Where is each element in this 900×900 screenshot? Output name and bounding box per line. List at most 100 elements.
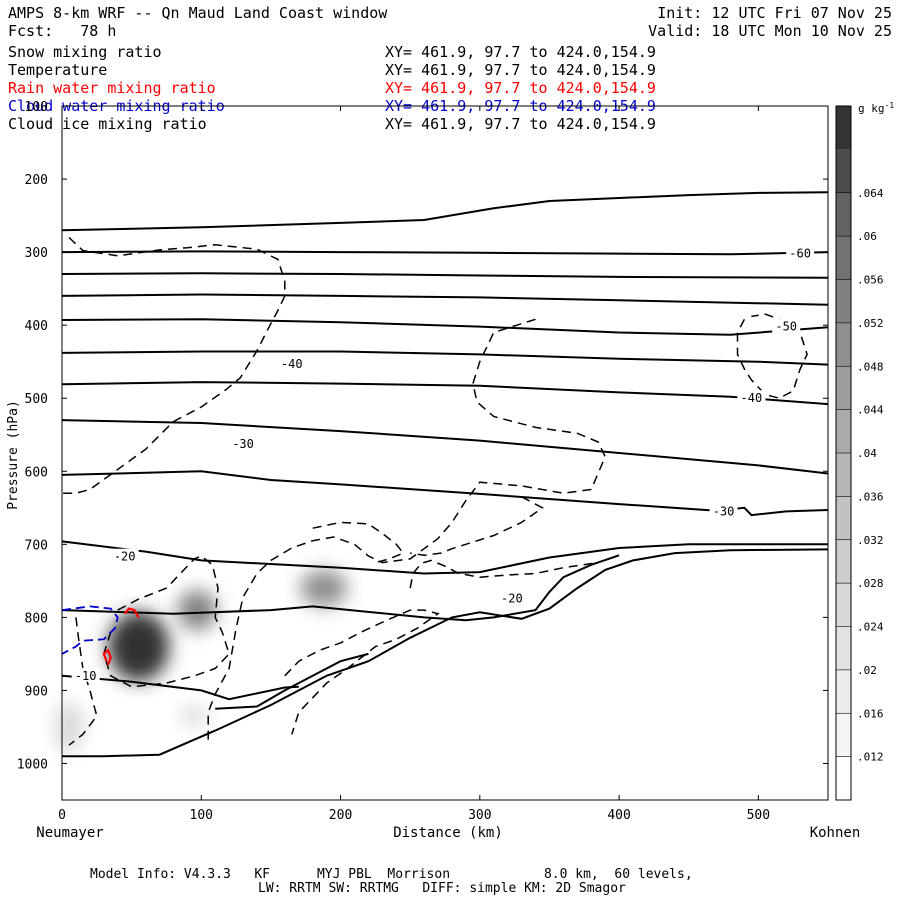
isotherm-6 [61,381,829,406]
cloud-ice-contour-5 [284,609,440,735]
isotherm-0 [61,191,829,232]
isotherm-label: -40 [281,357,303,371]
colorbar-swatch [836,713,851,757]
snow-shading-layer [55,569,348,753]
colorbar-label: .024 [857,621,884,634]
x-axis-label: Distance (km) [393,825,503,841]
footer-model-info: Model Info: V4.3.3 KF MYJ PBL Morrison 8… [90,867,693,882]
y-tick-label: 300 [25,246,48,261]
isotherm-labels: -60 -50 -40 -40 -30 -30 -20 -20 -10 [71,245,815,683]
y-axis-label: Pressure (hPa) [6,400,21,510]
x-axis: 0 100 200 300 400 500 [58,106,770,823]
cloud-ice-contour-0 [62,236,286,494]
isotherm-9 [61,540,828,575]
rain-contour-0 [123,607,140,618]
isotherm-label-bg [709,503,738,518]
x-tick-label: 0 [58,808,66,823]
colorbar-swatch [836,409,851,453]
isotherm-12 [215,652,369,710]
isotherm-label-bg [110,548,139,563]
cloud-water-layer [61,605,119,655]
isotherm-label: -10 [75,669,97,683]
isotherm-4 [61,318,829,336]
isotherm-label-bg [71,667,100,682]
colorbar-label: .016 [857,707,884,720]
isotherm-layer [61,191,829,710]
isotherm-label: -30 [232,437,254,451]
isotherm-label: -50 [775,320,797,334]
colorbar-label: .032 [857,534,884,547]
isotherm-7 [61,419,829,475]
colorbar-label: .012 [857,751,884,764]
forecast-hour: Fcst: 78 h [8,22,117,40]
isotherm-label: -20 [501,591,523,605]
y-tick-label: 800 [25,611,48,626]
colorbar-label: .06 [857,230,877,243]
colorbar-swatch [836,626,851,670]
isotherm-label-bg [737,390,766,405]
x-tick-label: 100 [190,808,213,823]
left-endpoint-label: Neumayer [36,825,103,841]
isotherm-10 [61,554,620,622]
colorbar-swatch [836,496,851,540]
field-label-temperature: Temperature [8,61,108,79]
cloud-ice-contour-8 [312,521,405,564]
colorbar-swatch [836,149,851,193]
y-axis: 100 200 300 400 500 600 700 800 900 1000 [17,100,828,772]
field-label-cloud-ice: Cloud ice mixing ratio [8,115,207,133]
colorbar-swatch [836,322,851,367]
field-label-snow: Snow mixing ratio [8,43,162,61]
snow-shade-2 [300,569,348,607]
chart-title: AMPS 8-km WRF -- Qn Maud Land Coast wind… [8,4,388,22]
y-tick-label: 200 [25,173,48,188]
y-tick-label: 400 [25,319,48,334]
isotherm-label-bg [497,590,526,605]
isotherm-label-bg [772,318,801,333]
colorbar-swatch [836,583,851,627]
footer-physics-info: LW: RRTM SW: RRTMG DIFF: simple KM: 2D S… [258,881,626,896]
x-tick-label: 400 [607,808,630,823]
field-xy-rain: XY= 461.9, 97.7 to 424.0,154.9 [385,79,656,97]
colorbar-label: .036 [857,490,884,503]
y-tick-label: 1000 [17,757,48,772]
y-tick-label: 600 [25,465,48,480]
colorbar-swatch [836,192,851,237]
colorbar-label: .04 [857,447,877,460]
rain-contour-1 [102,648,112,666]
isotherm-label: -30 [713,504,735,518]
cloud-ice-contour-3 [68,617,98,746]
terrain-layer [62,548,829,758]
init-time: Init: 12 UTC Fri 07 Nov 25 [657,4,892,22]
colorbar-label: .052 [857,317,884,330]
x-tick-label: 500 [747,808,770,823]
snow-shade-1 [177,589,217,631]
colorbar-swatch [836,756,851,800]
y-tick-label: 100 [25,100,48,115]
field-label-rain: Rain water mixing ratio [8,79,216,97]
colorbar-unit: g kg-1 [858,101,894,115]
field-xy-snow: XY= 461.9, 97.7 to 424.0,154.9 [385,43,656,61]
cloud-ice-contour-2 [736,313,808,399]
colorbar-label: .044 [857,404,884,417]
cloud-water-contour-0 [61,605,119,655]
isotherm-label: -60 [789,247,811,261]
y-tick-label: 500 [25,392,48,407]
valid-time: Valid: 18 UTC Mon 10 Nov 25 [648,22,892,40]
colorbar-label: .056 [857,274,884,287]
rain-layer [102,607,140,666]
field-xy-temperature: XY= 461.9, 97.7 to 424.0,154.9 [385,61,656,79]
isotherm-label-bg [229,436,258,451]
isotherm-5 [61,350,829,366]
colorbar-label: .028 [857,577,884,590]
isotherm-label: -20 [114,550,136,564]
x-tick-label: 200 [329,808,352,823]
colorbar-swatch [836,366,851,410]
snow-shade-4 [180,706,209,726]
colorbar-label: .048 [857,360,884,373]
isotherm-3 [61,293,829,306]
isotherm-label-bg [277,355,306,370]
field-xy-cloud-ice: XY= 461.9, 97.7 to 424.0,154.9 [385,115,656,133]
isotherm-label-bg [786,245,815,260]
isotherm-1 [61,250,829,256]
y-tick-label: 700 [25,538,48,553]
